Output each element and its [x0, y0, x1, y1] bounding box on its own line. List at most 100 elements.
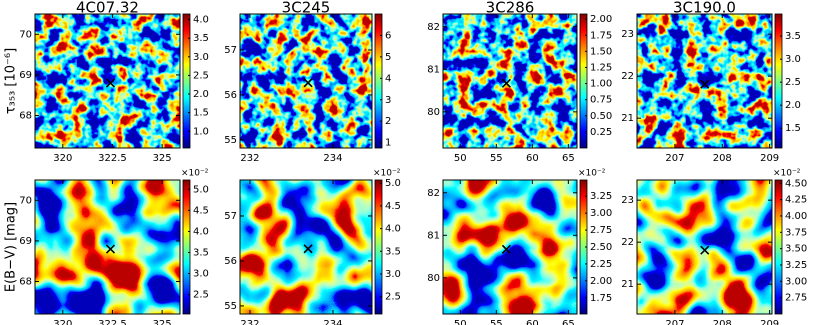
source-marker [303, 78, 313, 88]
colorbar-tick-label: 2.5 [385, 292, 401, 303]
y-tick-label: 69 [19, 236, 32, 247]
x-tick-label: 232 [240, 319, 259, 325]
colorbar-tick-label: 3.5 [193, 33, 209, 44]
colorbar-tick-label: 4.25 [785, 195, 807, 206]
colorbar-tick-label: 3.25 [785, 260, 807, 271]
colorbar-tick-label: 1.5 [193, 108, 209, 119]
x-tick-label: 65 [562, 319, 575, 325]
source-marker [700, 245, 710, 255]
colorbar-tick-label: 2.75 [590, 225, 612, 236]
y-axis-label: τ₃₅₃ [10⁻⁶] [4, 48, 19, 114]
y-tick-label: 70 [19, 29, 32, 40]
y-tick-label: 80 [427, 273, 440, 284]
x-tick-label: 320 [53, 319, 72, 325]
y-tick-label: 22 [621, 237, 634, 248]
colorbar-tick-label: 3.5 [193, 247, 209, 258]
panel-title: 4C07.32 [76, 0, 139, 17]
colorbar-tick-label: 4.5 [385, 201, 401, 212]
colorbar-tick-label: 1.0 [193, 126, 209, 137]
source-marker [700, 79, 710, 89]
colorbar-tick-label: 4 [385, 73, 391, 84]
source-marker [501, 244, 511, 254]
x-tick-label: 234 [323, 319, 342, 325]
heatmap-image [637, 180, 772, 314]
colorbar-tick-label: 4.0 [193, 226, 209, 237]
y-tick-label: 22 [621, 71, 634, 82]
heatmap-image [443, 180, 577, 314]
colorbar [374, 13, 383, 149]
x-tick-label: 50 [454, 153, 467, 164]
x-tick-label: 55 [490, 319, 503, 325]
x-tick-label: 60 [526, 153, 539, 164]
colorbar-offset: ×10⁻² [578, 169, 606, 179]
x-tick-label: 234 [323, 153, 342, 164]
colorbar-tick-label: 1 [385, 138, 391, 149]
y-tick-label: 56 [224, 256, 237, 267]
colorbar-tick-label: 3.0 [193, 269, 209, 280]
colorbar-tick-label: 2 [385, 116, 391, 127]
y-tick-label: 21 [621, 279, 634, 290]
colorbar-tick-label: 2.5 [193, 70, 209, 81]
y-tick-label: 56 [224, 90, 237, 101]
heatmap-image [443, 14, 577, 148]
colorbar [774, 13, 783, 149]
x-tick-label: 320 [53, 153, 72, 164]
y-tick-label: 81 [427, 230, 440, 241]
y-tick-label: 70 [19, 195, 32, 206]
y-tick-label: 55 [224, 301, 237, 312]
axes-frame [442, 179, 578, 315]
axes-frame [636, 13, 773, 149]
y-tick-label: 55 [224, 135, 237, 146]
x-tick-label: 208 [713, 153, 732, 164]
axes-frame [239, 13, 373, 149]
y-tick-label: 68 [19, 277, 32, 288]
axes-frame [636, 179, 773, 315]
colorbar-tick-label: 3.0 [385, 269, 401, 280]
colorbar-tick-label: 2.0 [193, 89, 209, 100]
axes-frame [239, 179, 373, 315]
y-tick-label: 68 [19, 111, 32, 122]
colorbar-tick-label: 0.50 [590, 111, 612, 122]
colorbar-tick-label: 3.0 [193, 52, 209, 63]
colorbar-tick-label: 2.00 [590, 276, 612, 287]
colorbar-tick-label: 1.75 [590, 30, 612, 41]
colorbar-tick-label: 3.25 [590, 191, 612, 202]
x-tick-label: 209 [760, 153, 779, 164]
colorbar-tick-label: 5.0 [385, 178, 401, 189]
colorbar-offset: ×10⁻² [773, 169, 801, 179]
colorbar-tick-label: 4.0 [385, 224, 401, 235]
colorbar-tick-label: 0.25 [590, 127, 612, 138]
panel-title: 3C245 [282, 0, 331, 17]
x-tick-label: 325 [153, 319, 172, 325]
y-axis-label: E(B−V) [mag] [4, 202, 19, 292]
y-tick-label: 81 [427, 64, 440, 75]
panel-title: 3C190.0 [673, 0, 736, 17]
x-tick-label: 207 [665, 153, 684, 164]
x-tick-label: 65 [562, 153, 575, 164]
x-tick-label: 207 [665, 319, 684, 325]
colorbar-tick-label: 5.0 [193, 184, 209, 195]
colorbar-tick-label: 5 [385, 52, 391, 63]
colorbar-tick-label: 1.25 [590, 62, 612, 73]
source-marker [105, 244, 116, 254]
y-tick-label: 23 [621, 29, 634, 40]
x-tick-label: 50 [454, 319, 467, 325]
colorbar-tick-label: 3.0 [785, 54, 801, 65]
source-marker [303, 244, 313, 254]
colorbar-tick-label: 2.00 [590, 14, 612, 25]
source-marker [501, 78, 511, 88]
y-tick-label: 57 [224, 211, 237, 222]
colorbar-offset: ×10⁻² [181, 169, 209, 179]
colorbar-tick-label: 2.75 [785, 293, 807, 304]
axes-frame [34, 179, 181, 315]
colorbar-tick-label: 3.75 [785, 227, 807, 238]
y-tick-label: 23 [621, 195, 634, 206]
x-tick-label: 60 [526, 319, 539, 325]
x-tick-label: 325 [153, 153, 172, 164]
y-tick-label: 82 [427, 188, 440, 199]
colorbar-tick-label: 3.00 [785, 276, 807, 287]
colorbar-tick-label: 1.00 [590, 79, 612, 90]
colorbar-tick-label: 1.5 [785, 123, 801, 134]
colorbar [182, 13, 191, 149]
